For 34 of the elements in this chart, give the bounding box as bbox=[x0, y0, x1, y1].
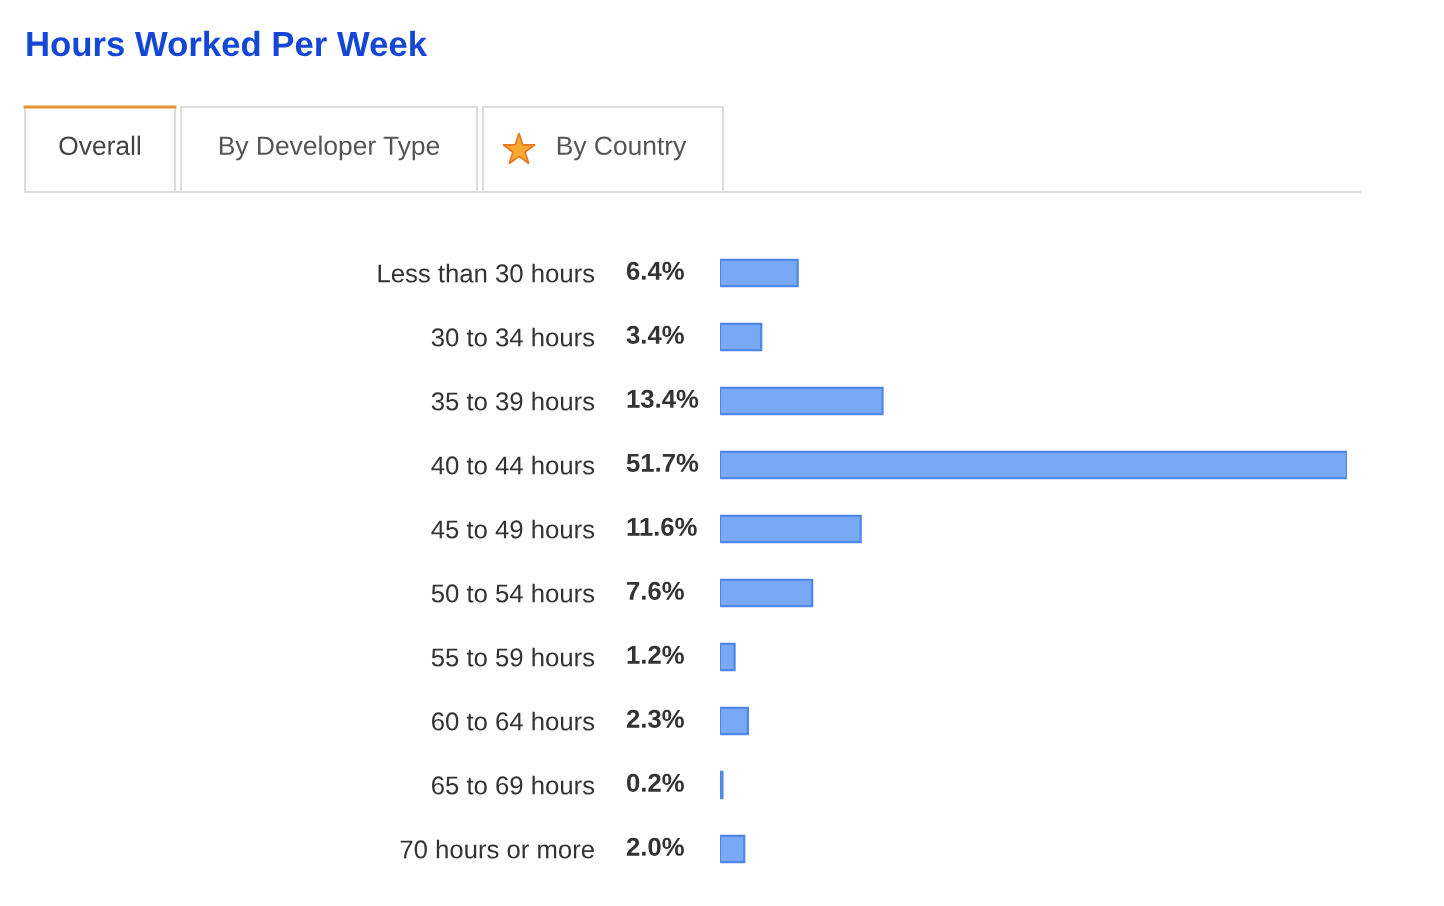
data-label: 11.6% bbox=[627, 517, 697, 536]
y-tick-label: 70 hours or more bbox=[400, 839, 594, 859]
y-tick-label: 45 to 49 hours bbox=[431, 519, 595, 539]
bar bbox=[720, 450, 1347, 480]
y-tick-label: 30 to 34 hours bbox=[431, 327, 595, 347]
data-label: 6.4% bbox=[626, 261, 684, 280]
text: By Developer Type bbox=[219, 135, 440, 161]
data-label: 51.7% bbox=[626, 453, 699, 472]
data-label: 0.2% bbox=[627, 773, 684, 792]
bar bbox=[720, 834, 746, 864]
data-label: 7.6% bbox=[627, 581, 684, 600]
y-tick-label: 40 to 44 hours bbox=[431, 455, 595, 475]
y-tick-label: 55 to 59 hours bbox=[431, 647, 595, 667]
data-label: 1.2% bbox=[627, 645, 684, 664]
bar bbox=[720, 770, 724, 800]
bar bbox=[720, 514, 862, 544]
bar bbox=[720, 578, 814, 608]
y-tick-label: 60 to 64 hours bbox=[432, 711, 595, 731]
y-tick-label: 65 to 69 hours bbox=[432, 775, 595, 795]
y-tick-label: Less than 30 hours bbox=[378, 263, 595, 283]
bar bbox=[720, 386, 884, 416]
text: By Country bbox=[557, 136, 687, 161]
bar bbox=[720, 642, 736, 672]
y-tick-label: 35 to 39 hours bbox=[431, 391, 595, 411]
bar bbox=[720, 706, 749, 736]
bar bbox=[720, 258, 799, 288]
text: Hours Worked Per Week bbox=[27, 30, 428, 57]
data-label: 3.4% bbox=[626, 325, 684, 344]
data-label: 2.3% bbox=[626, 709, 684, 728]
y-tick-label: 50 to 54 hours bbox=[431, 583, 595, 603]
data-label: 2.0% bbox=[626, 837, 684, 856]
text: Overall bbox=[59, 135, 141, 156]
bar bbox=[720, 322, 763, 352]
data-label: 13.4% bbox=[627, 389, 699, 408]
